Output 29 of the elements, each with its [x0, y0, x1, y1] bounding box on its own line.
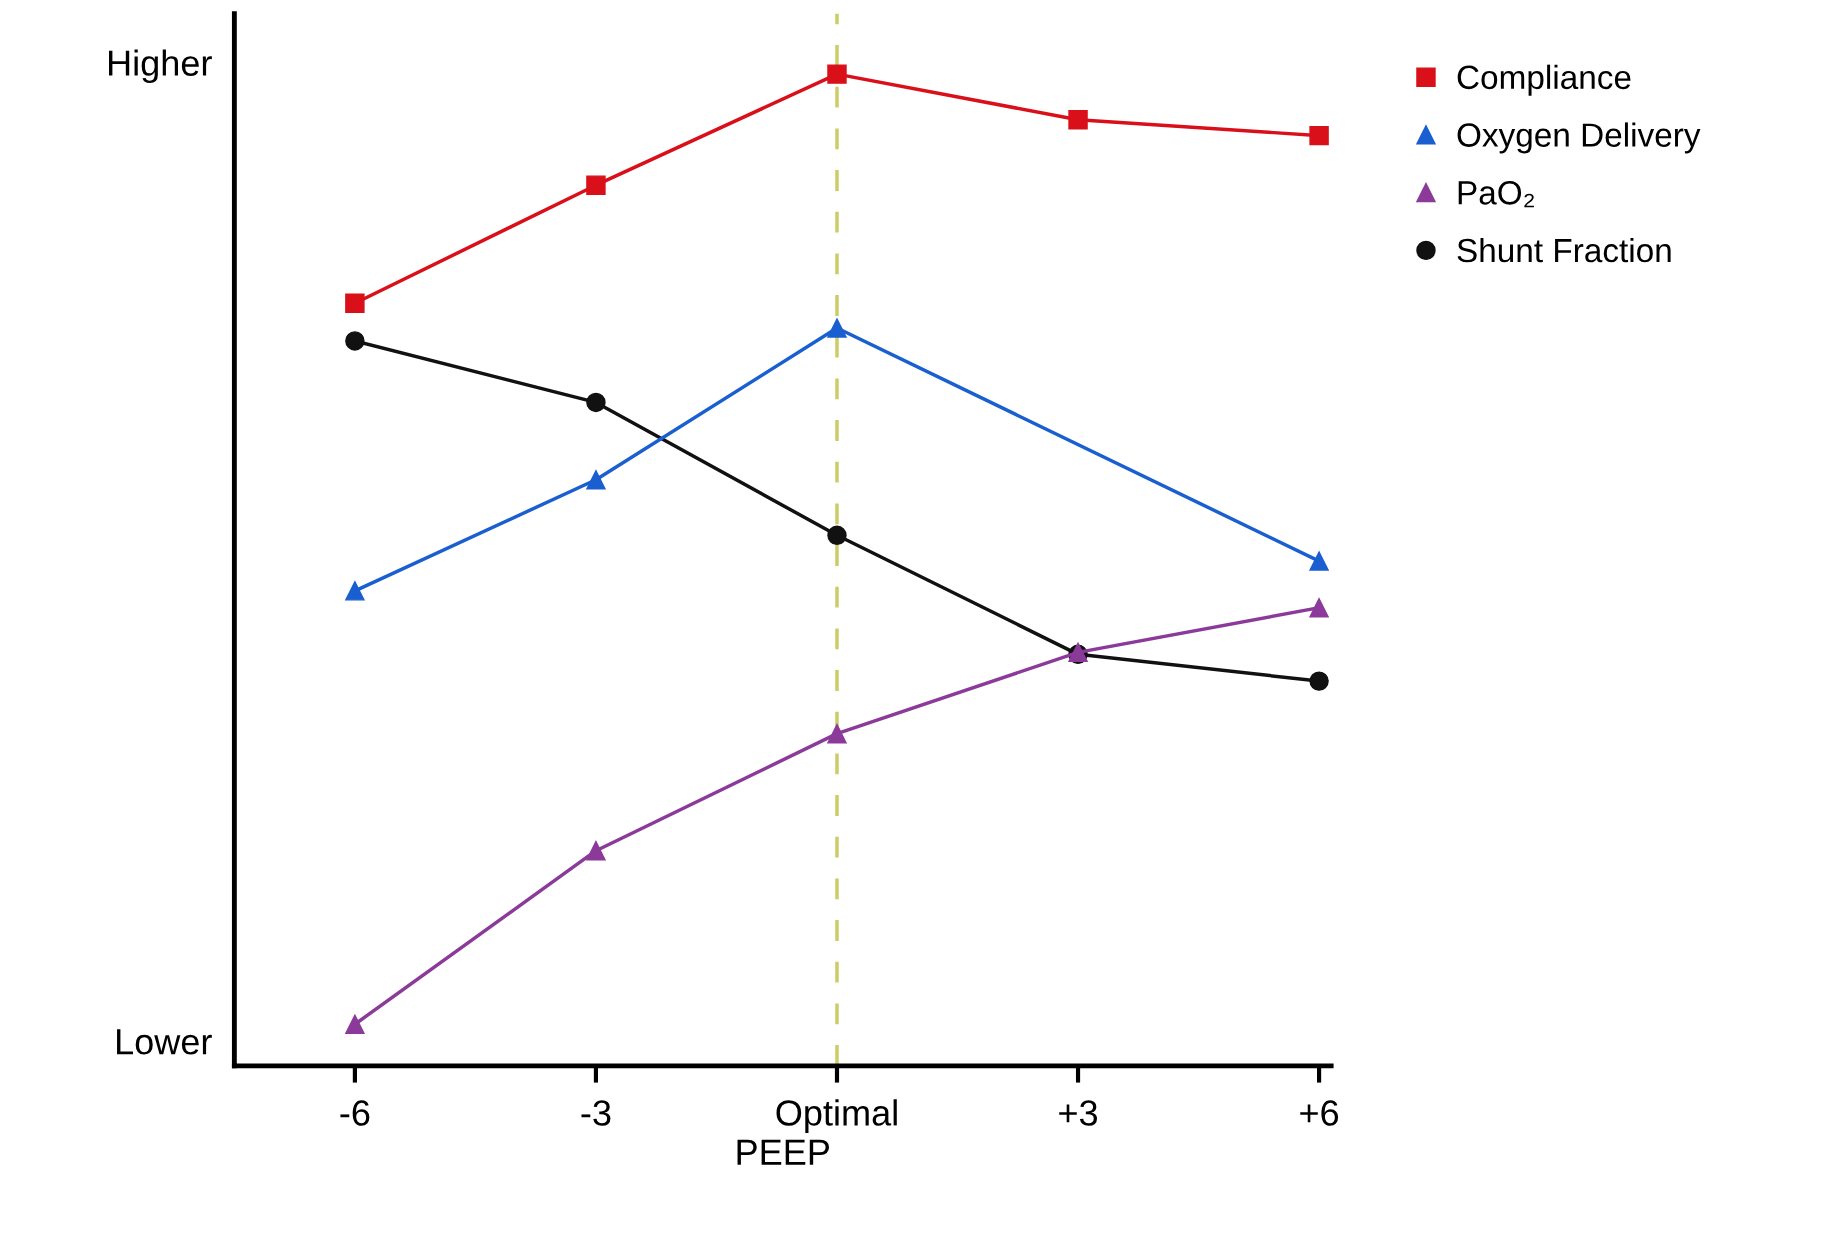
- legend-label: Oxygen Delivery: [1457, 122, 1701, 154]
- point: [827, 318, 847, 338]
- point: [586, 175, 606, 195]
- point: [586, 470, 606, 490]
- point: [345, 581, 365, 601]
- point: [1068, 110, 1088, 130]
- point: [827, 64, 847, 84]
- text: Higher: [109, 49, 212, 84]
- point: [345, 331, 365, 351]
- x-axis-title: PEEP: [737, 1139, 830, 1165]
- legend-label: Shunt Fraction: [1457, 237, 1671, 263]
- point: [586, 840, 606, 861]
- point: [586, 392, 606, 413]
- x-tick-label: -6: [340, 1100, 370, 1126]
- text: Lower: [117, 1029, 212, 1055]
- point: [1309, 597, 1329, 618]
- point: [827, 525, 847, 546]
- x-tick-label: +6: [1300, 1100, 1339, 1126]
- point: [345, 293, 365, 313]
- point: [827, 723, 847, 744]
- point: [1309, 125, 1329, 146]
- x-tick-label: Optimal: [776, 1099, 897, 1133]
- point: [1309, 551, 1329, 571]
- x-tick-label: -3: [581, 1100, 611, 1126]
- point: [345, 1014, 365, 1034]
- legend-label: Compliance: [1457, 64, 1631, 96]
- x-tick-label: +3: [1059, 1100, 1098, 1126]
- point: [1309, 671, 1329, 691]
- legend-label: PaO₂: [1458, 181, 1534, 208]
